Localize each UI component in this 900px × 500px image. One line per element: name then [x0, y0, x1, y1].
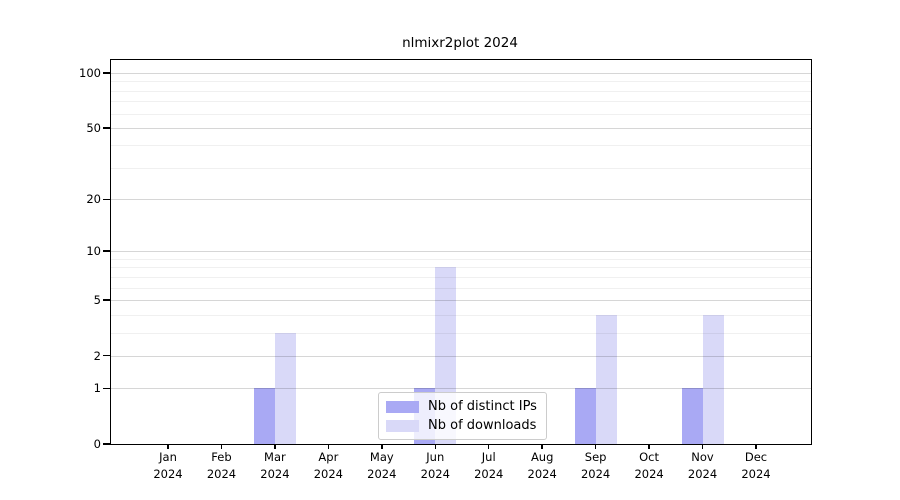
chart-title: nlmixr2plot 2024 [402, 35, 518, 51]
x-tick-year: 2024 [153, 467, 183, 481]
x-tick-month: Mar [264, 450, 286, 464]
x-tick-month: Dec [744, 450, 768, 464]
x-tick-month: Apr [318, 450, 339, 464]
y-axis-tick [102, 443, 110, 445]
legend-label-downloads: Nb of downloads [428, 418, 537, 433]
x-tick-label: Jun 2024 [403, 449, 467, 483]
bars-layer [111, 60, 811, 444]
x-tick-month: Oct [639, 450, 660, 464]
legend-swatch-downloads-icon [386, 419, 419, 432]
x-tick-label: Oct 2024 [617, 449, 681, 483]
x-tick-year: 2024 [634, 467, 664, 481]
x-tick-year: 2024 [527, 467, 557, 481]
x-tick-year: 2024 [313, 467, 343, 481]
x-tick-year: 2024 [260, 467, 290, 481]
x-tick-year: 2024 [741, 467, 771, 481]
x-tick-label: May 2024 [350, 449, 414, 483]
x-axis-tick [594, 444, 597, 449]
bar-downloads-nov [702, 314, 724, 444]
legend: Nb of distinct IPs Nb of downloads [378, 392, 547, 440]
legend-item-distinct-ips: Nb of distinct IPs [386, 399, 537, 414]
x-axis-tick [541, 444, 543, 449]
x-tick-label: Jan 2024 [136, 449, 200, 483]
x-tick-year: 2024 [580, 467, 611, 481]
x-tick-month: Feb [211, 450, 232, 464]
y-tick-label: 0 [93, 437, 101, 451]
x-tick-month: Jun [426, 450, 445, 464]
x-tick-label: Aug 2024 [510, 449, 574, 483]
x-axis-tick [274, 444, 276, 449]
x-tick-label: Apr 2024 [296, 449, 360, 483]
x-axis-tick [701, 444, 704, 449]
x-tick-year: 2024 [474, 467, 504, 481]
y-axis-tick [102, 72, 110, 74]
y-axis-tick [102, 127, 110, 129]
x-tick-month: Aug [530, 450, 554, 464]
x-tick-year: 2024 [687, 467, 718, 481]
bar-distinct-ips-sep [574, 388, 596, 444]
x-tick-month: Sep [584, 450, 607, 464]
x-tick-year: 2024 [367, 467, 397, 481]
x-tick-label: Sep 2024 [564, 449, 628, 483]
plot-area: Nb of distinct IPs Nb of downloads 0 1 2 5 1… [79, 59, 812, 481]
legend-label-distinct-ips: Nb of distinct IPs [428, 399, 537, 414]
bar-downloads-sep [595, 314, 617, 444]
x-axis-tick [220, 444, 223, 449]
x-tick-month: Jul [481, 450, 496, 464]
x-axis-tick [434, 444, 437, 449]
y-tick-label: 100 [79, 66, 101, 80]
y-tick-label: 1 [93, 381, 101, 396]
bar-distinct-ips-nov [681, 388, 703, 444]
x-tick-year: 2024 [420, 467, 450, 481]
y-axis-tick [102, 198, 110, 200]
y-axis-tick [102, 299, 110, 301]
y-tick-label: 50 [86, 120, 101, 135]
bar-distinct-ips-mar [253, 388, 275, 444]
x-axis-tick [755, 444, 757, 449]
x-tick-month: Jan [159, 450, 177, 464]
x-axis-tick [381, 444, 383, 449]
x-tick-year: 2024 [206, 467, 237, 481]
x-axis-tick [327, 444, 330, 449]
y-tick-label: 10 [86, 244, 101, 259]
x-tick-label: Mar 2024 [243, 449, 307, 483]
y-axis-tick [102, 354, 110, 357]
y-tick-label: 20 [86, 192, 101, 207]
y-tick-label: 5 [93, 292, 101, 307]
y-axis-tick [102, 387, 110, 390]
x-tick-month: May [369, 450, 394, 464]
legend-item-downloads: Nb of downloads [386, 418, 537, 433]
y-tick-label: 2 [93, 348, 101, 363]
x-tick-month: Nov [691, 450, 714, 464]
bar-downloads-mar [274, 332, 296, 444]
x-tick-label: Jul 2024 [457, 449, 521, 483]
legend-swatch-distinct-ips-icon [386, 400, 419, 413]
y-axis-tick [102, 250, 110, 252]
x-tick-label: Feb 2024 [189, 449, 253, 483]
x-tick-label: Dec 2024 [724, 449, 788, 483]
x-axis-tick [487, 444, 490, 449]
x-axis-tick [167, 444, 169, 449]
x-tick-label: Nov 2024 [671, 449, 735, 483]
x-axis-tick [648, 444, 650, 449]
